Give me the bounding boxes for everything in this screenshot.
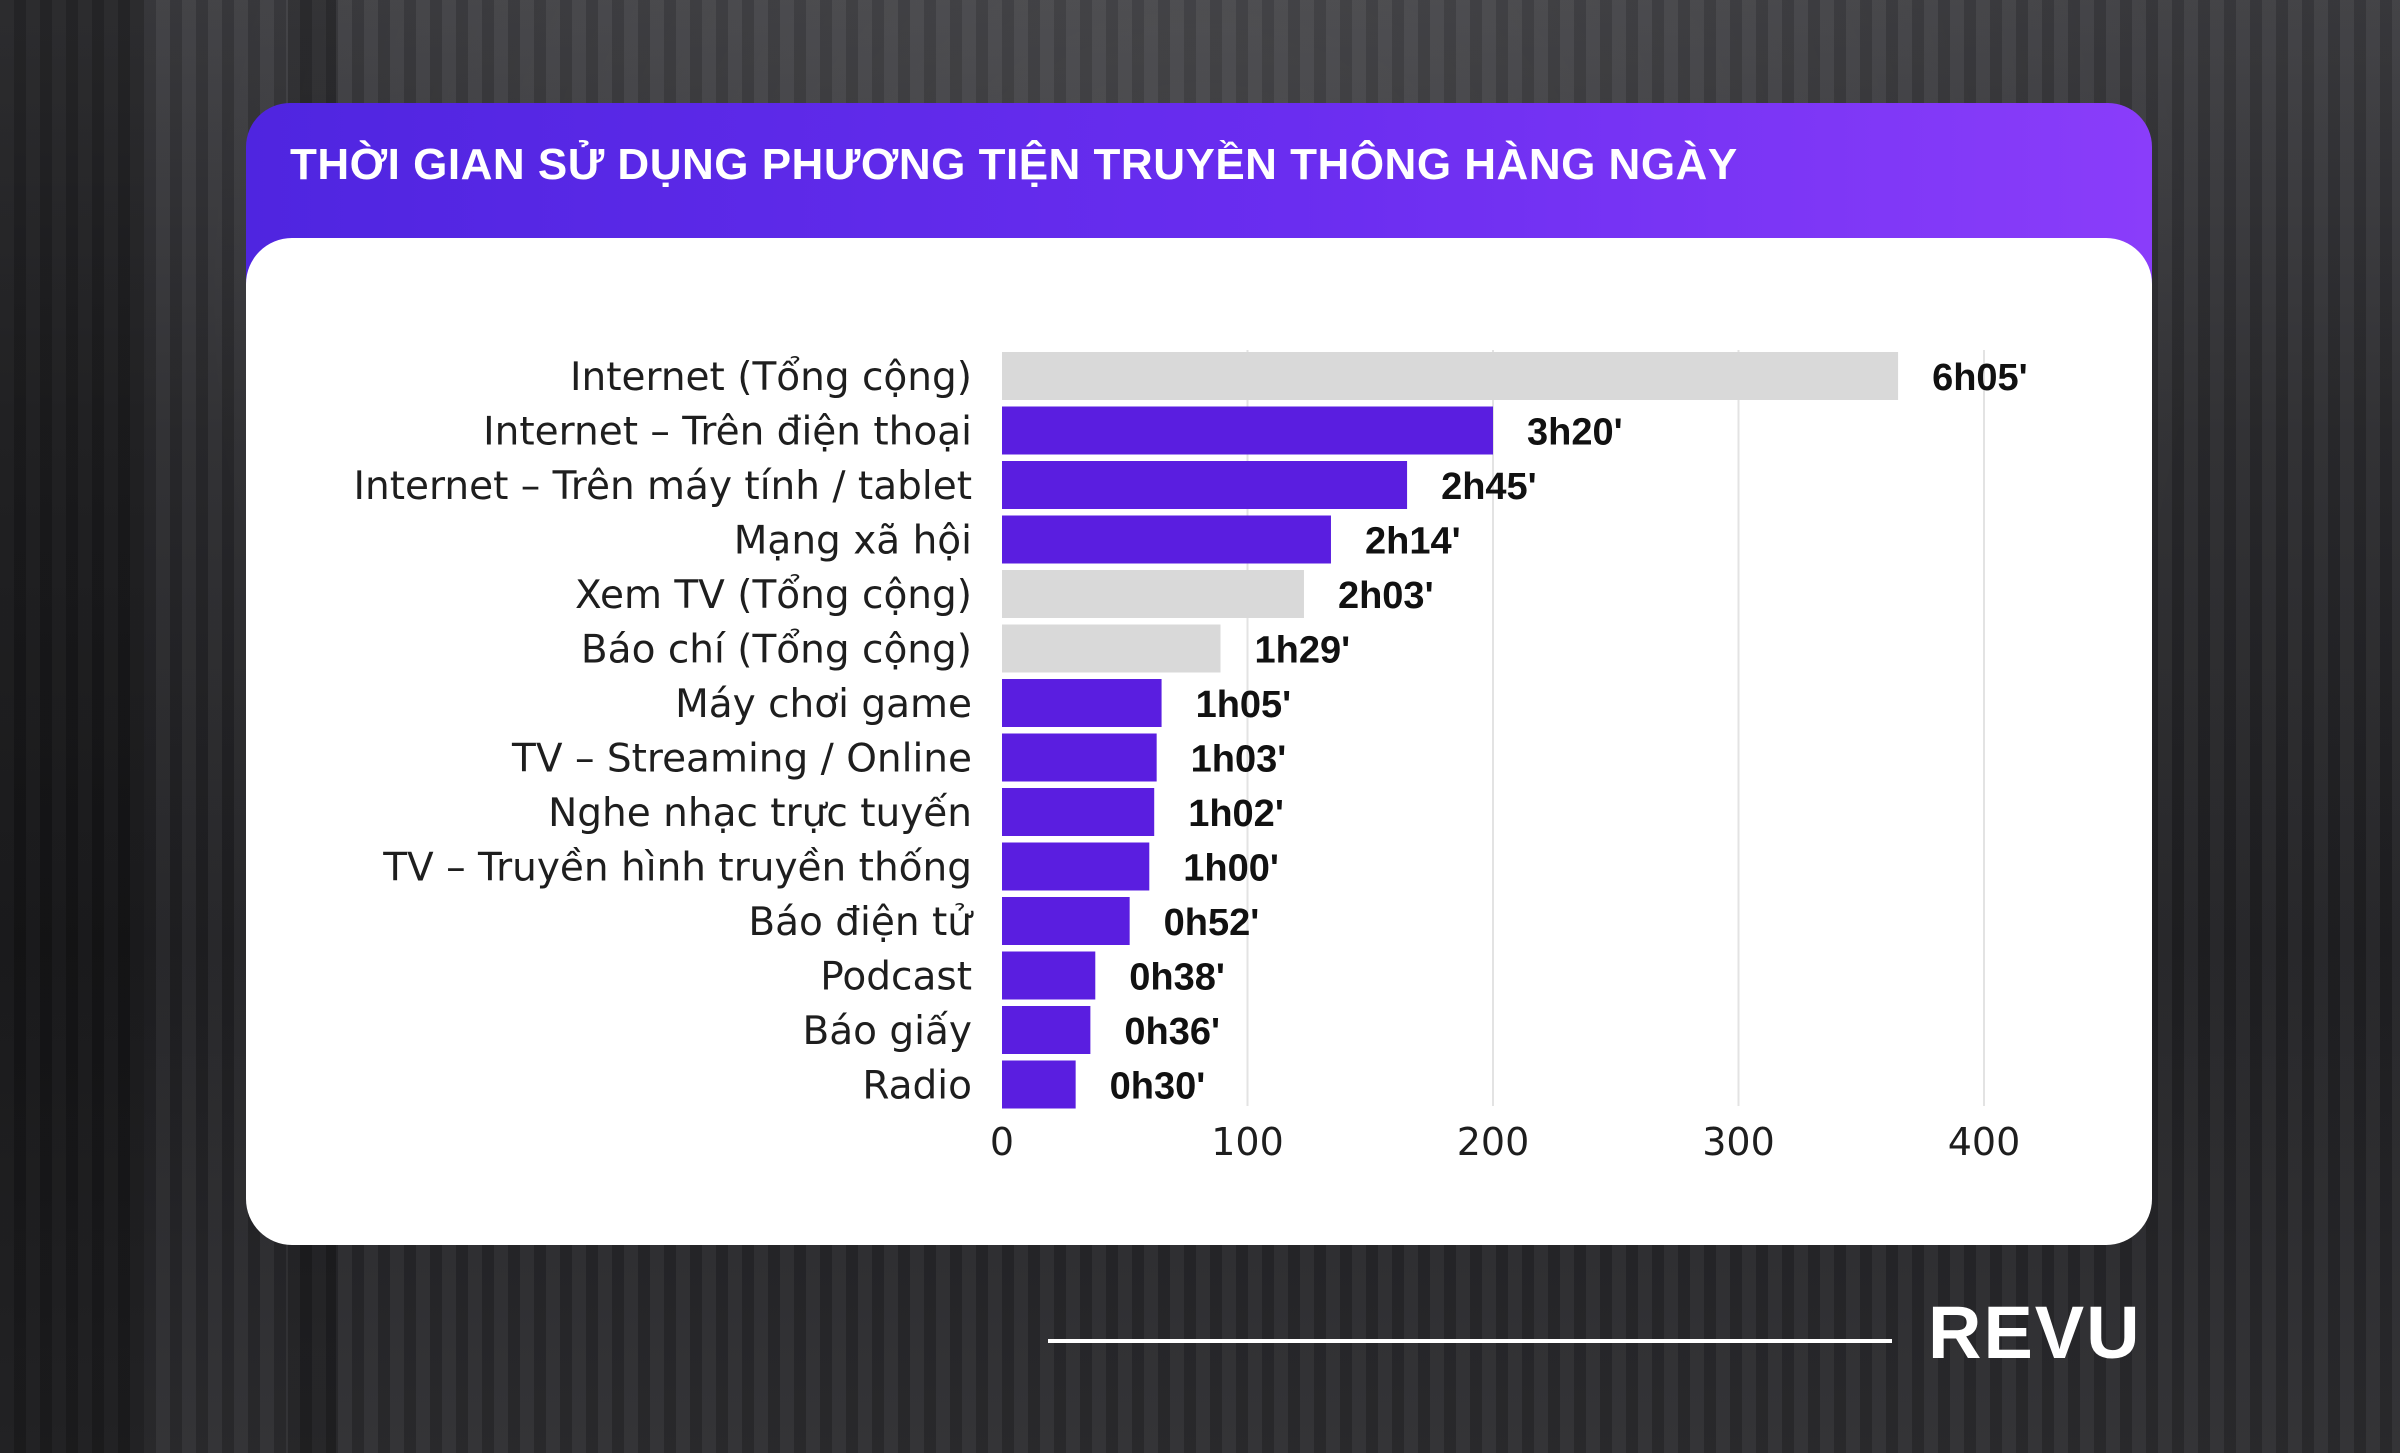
value-label: 0h30' bbox=[1110, 1066, 1206, 1108]
bar bbox=[1002, 406, 1493, 455]
x-tick-label: 100 bbox=[1211, 1120, 1284, 1164]
bar bbox=[1002, 951, 1096, 1000]
value-label: 1h00' bbox=[1183, 848, 1279, 890]
bar bbox=[1002, 733, 1157, 782]
bar bbox=[1002, 788, 1155, 836]
x-tick-label: 0 bbox=[990, 1120, 1014, 1164]
category-label: Mạng xã hội bbox=[734, 519, 972, 564]
value-label: 2h45' bbox=[1441, 466, 1537, 508]
x-axis: 0 100 200 300 400 bbox=[990, 1120, 2020, 1164]
bar bbox=[1002, 352, 1899, 400]
category-label: Internet – Trên điện thoại bbox=[483, 410, 972, 455]
category-label: Báo giấy bbox=[803, 1009, 972, 1054]
bar bbox=[1002, 1006, 1091, 1054]
value-label: 0h36' bbox=[1124, 1011, 1220, 1053]
x-tick-label: 300 bbox=[1702, 1120, 1775, 1164]
value-label: 6h05' bbox=[1932, 357, 2028, 399]
category-label: Báo điện tử bbox=[748, 900, 974, 945]
bar bbox=[1002, 842, 1150, 891]
category-label: Báo chí (Tổng cộng) bbox=[581, 628, 972, 673]
footer-divider bbox=[1048, 1339, 1892, 1343]
category-label: Radio bbox=[862, 1064, 972, 1109]
category-label: TV – Truyền hình truyền thống bbox=[382, 846, 972, 891]
bar bbox=[1002, 570, 1304, 618]
bar bbox=[1002, 461, 1408, 509]
value-label: 1h03' bbox=[1191, 739, 1287, 781]
value-label: 1h02' bbox=[1188, 793, 1284, 835]
bar bbox=[1002, 1060, 1076, 1109]
value-label: 0h38' bbox=[1129, 957, 1225, 999]
brand-logo: REVU bbox=[1928, 1291, 2142, 1374]
bar bbox=[1002, 897, 1130, 945]
bar-layer bbox=[1002, 352, 1899, 1109]
value-label: 2h03' bbox=[1338, 575, 1434, 617]
bar bbox=[1002, 679, 1162, 727]
category-label: Nghe nhạc trực tuyến bbox=[548, 791, 972, 836]
x-tick-label: 200 bbox=[1457, 1120, 1530, 1164]
x-tick-label: 400 bbox=[1948, 1120, 2021, 1164]
value-label: 1h29' bbox=[1254, 630, 1350, 672]
category-label: Máy chơi game bbox=[675, 682, 972, 727]
page-title: THỜI GIAN SỬ DỤNG PHƯƠNG TIỆN TRUYỀN THÔ… bbox=[290, 140, 1738, 189]
chart-card bbox=[246, 238, 2152, 1245]
category-label: Internet (Tổng cộng) bbox=[570, 355, 972, 400]
category-label: Podcast bbox=[820, 955, 972, 1000]
label-layer: Internet (Tổng cộng) 6h05' Internet – Trên… bbox=[354, 355, 2028, 1109]
value-label: 1h05' bbox=[1196, 684, 1292, 726]
category-label: Internet – Trên máy tính / tablet bbox=[354, 464, 972, 509]
category-label: Xem TV (Tổng cộng) bbox=[575, 573, 972, 618]
grid-layer bbox=[1246, 350, 1985, 1106]
value-label: 0h52' bbox=[1164, 902, 1260, 944]
bar bbox=[1002, 515, 1331, 564]
value-label: 2h14' bbox=[1365, 521, 1461, 563]
bar bbox=[1002, 624, 1221, 673]
value-label: 3h20' bbox=[1527, 412, 1623, 454]
category-label: TV – Streaming / Online bbox=[511, 737, 972, 782]
